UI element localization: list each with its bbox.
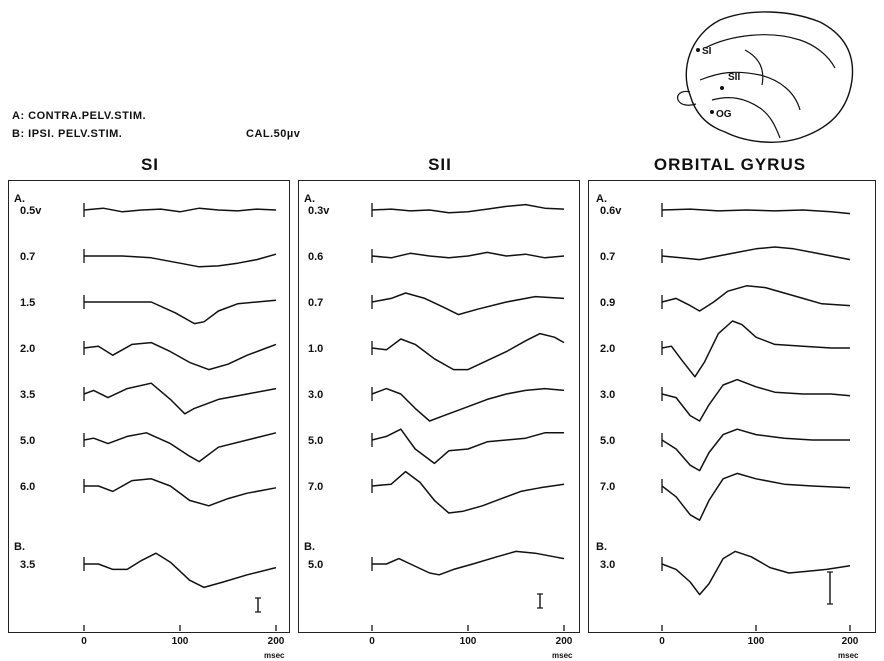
intensity-label-si-3: 1.5 [20,297,35,309]
trace-sii-6 [371,428,564,465]
intensity-label-og-6: 5.0 [600,435,615,447]
legend-condition-b: B: IPSI. PELV.STIM. [12,128,123,140]
intensity-label-si-1: 0.5v [20,205,42,217]
trace-og-2 [661,246,851,261]
trace-sii-7 [371,470,565,514]
intensity-label-sii-5: 3.0 [308,389,323,401]
intensity-label-og-4: 2.0 [600,343,615,355]
trace-og-8 [661,550,851,596]
intensity-label-og-8: 3.0 [600,559,615,571]
x-tick-label-sii-2: 200 [556,636,573,647]
trace-si-3 [84,299,277,325]
brain-label-sii: SII [728,72,740,83]
condition-label-b-og: B. [596,541,607,553]
trace-og-6 [661,428,850,472]
trace-sii-4 [371,332,565,371]
panel-title-sii: SII [428,155,452,174]
trace-si-8 [84,552,277,589]
trace-sii-8 [372,550,565,576]
brain-sulcus-upper [704,34,836,69]
trace-si-4 [83,341,277,371]
condition-label-a-sii: A. [304,193,315,205]
brain-label-si: SI [702,46,712,57]
intensity-label-og-7: 7.0 [600,481,615,493]
intensity-label-sii-7: 7.0 [308,481,323,493]
brain-gyrus-curve [744,49,764,86]
x-unit-label-si: msec [264,651,285,660]
x-unit-label-sii: msec [552,651,573,660]
trace-sii-2 [371,251,565,259]
intensity-label-si-6: 5.0 [20,435,35,447]
intensity-label-sii-6: 5.0 [308,435,323,447]
trace-sii-5 [371,387,565,422]
brain-map: SI SII OG [677,11,854,143]
intensity-label-og-5: 3.0 [600,389,615,401]
trace-si-1 [83,207,277,213]
x-tick-label-og-1: 100 [748,636,765,647]
intensity-label-si-5: 3.5 [20,389,35,401]
brain-olfactory [677,90,697,106]
brain-sulcus-middle [699,71,801,111]
trace-og-5 [661,378,851,422]
brain-label-og: OG [716,109,732,120]
trace-og-4 [661,320,850,378]
intensity-label-og-3: 0.9 [600,297,615,309]
x-tick-label-og-2: 200 [842,636,859,647]
evoked-potential-plots: 0.5v 0.7 1.5 2.0 3.5 5.0 6.0 3.5 A. B. 0 100 200 msec… [14,193,859,660]
calibration-label: CAL.50µv [246,128,301,140]
trace-og-1 [661,208,851,215]
trace-og-7 [661,472,851,521]
trace-si-6 [83,432,277,463]
panel-si [8,180,290,633]
trace-sii-1 [371,203,565,214]
intensity-label-sii-1: 0.3v [308,205,330,217]
x-tick-label-si-0: 0 [81,636,87,647]
intensity-label-si-4: 2.0 [20,343,35,355]
condition-label-a-si: A. [14,193,25,205]
condition-label-b-sii: B. [304,541,315,553]
brain-site-si [696,48,700,52]
x-tick-label-sii-0: 0 [369,636,375,647]
trace-og-3 [661,285,851,312]
intensity-label-og-2: 0.7 [600,251,615,263]
legend-condition-a: A: CONTRA.PELV.STIM. [12,110,147,122]
intensity-label-og-1: 0.6v [600,205,622,217]
intensity-label-si-7: 6.0 [20,481,35,493]
trace-si-7 [84,478,277,507]
brain-site-og [710,110,714,114]
brain-outline [685,11,854,143]
intensity-label-sii-4: 1.0 [308,343,323,355]
condition-label-a-og: A. [596,193,607,205]
panel-sii [298,180,580,633]
intensity-label-sii-3: 0.7 [308,297,323,309]
x-tick-label-og-0: 0 [659,636,665,647]
condition-label-b-si: B. [14,541,25,553]
intensity-label-si-2: 0.7 [20,251,35,263]
intensity-label-si-8: 3.5 [20,559,35,571]
panel-title-orbital-gyrus: ORBITAL GYRUS [653,155,807,174]
trace-si-5 [83,382,277,415]
intensity-label-sii-2: 0.6 [308,251,323,263]
trace-sii-3 [371,292,565,316]
x-unit-label-og: msec [838,651,859,660]
x-tick-label-si-1: 100 [172,636,189,647]
panel-title-si: SI [140,155,160,174]
x-tick-label-si-2: 200 [268,636,285,647]
trace-si-2 [84,253,277,268]
panel-orbital-gyrus [588,180,876,633]
brain-site-sii [720,86,724,90]
x-tick-label-sii-1: 100 [460,636,477,647]
intensity-label-sii-8: 5.0 [308,559,323,571]
brain-sulcus-lower [711,97,781,139]
